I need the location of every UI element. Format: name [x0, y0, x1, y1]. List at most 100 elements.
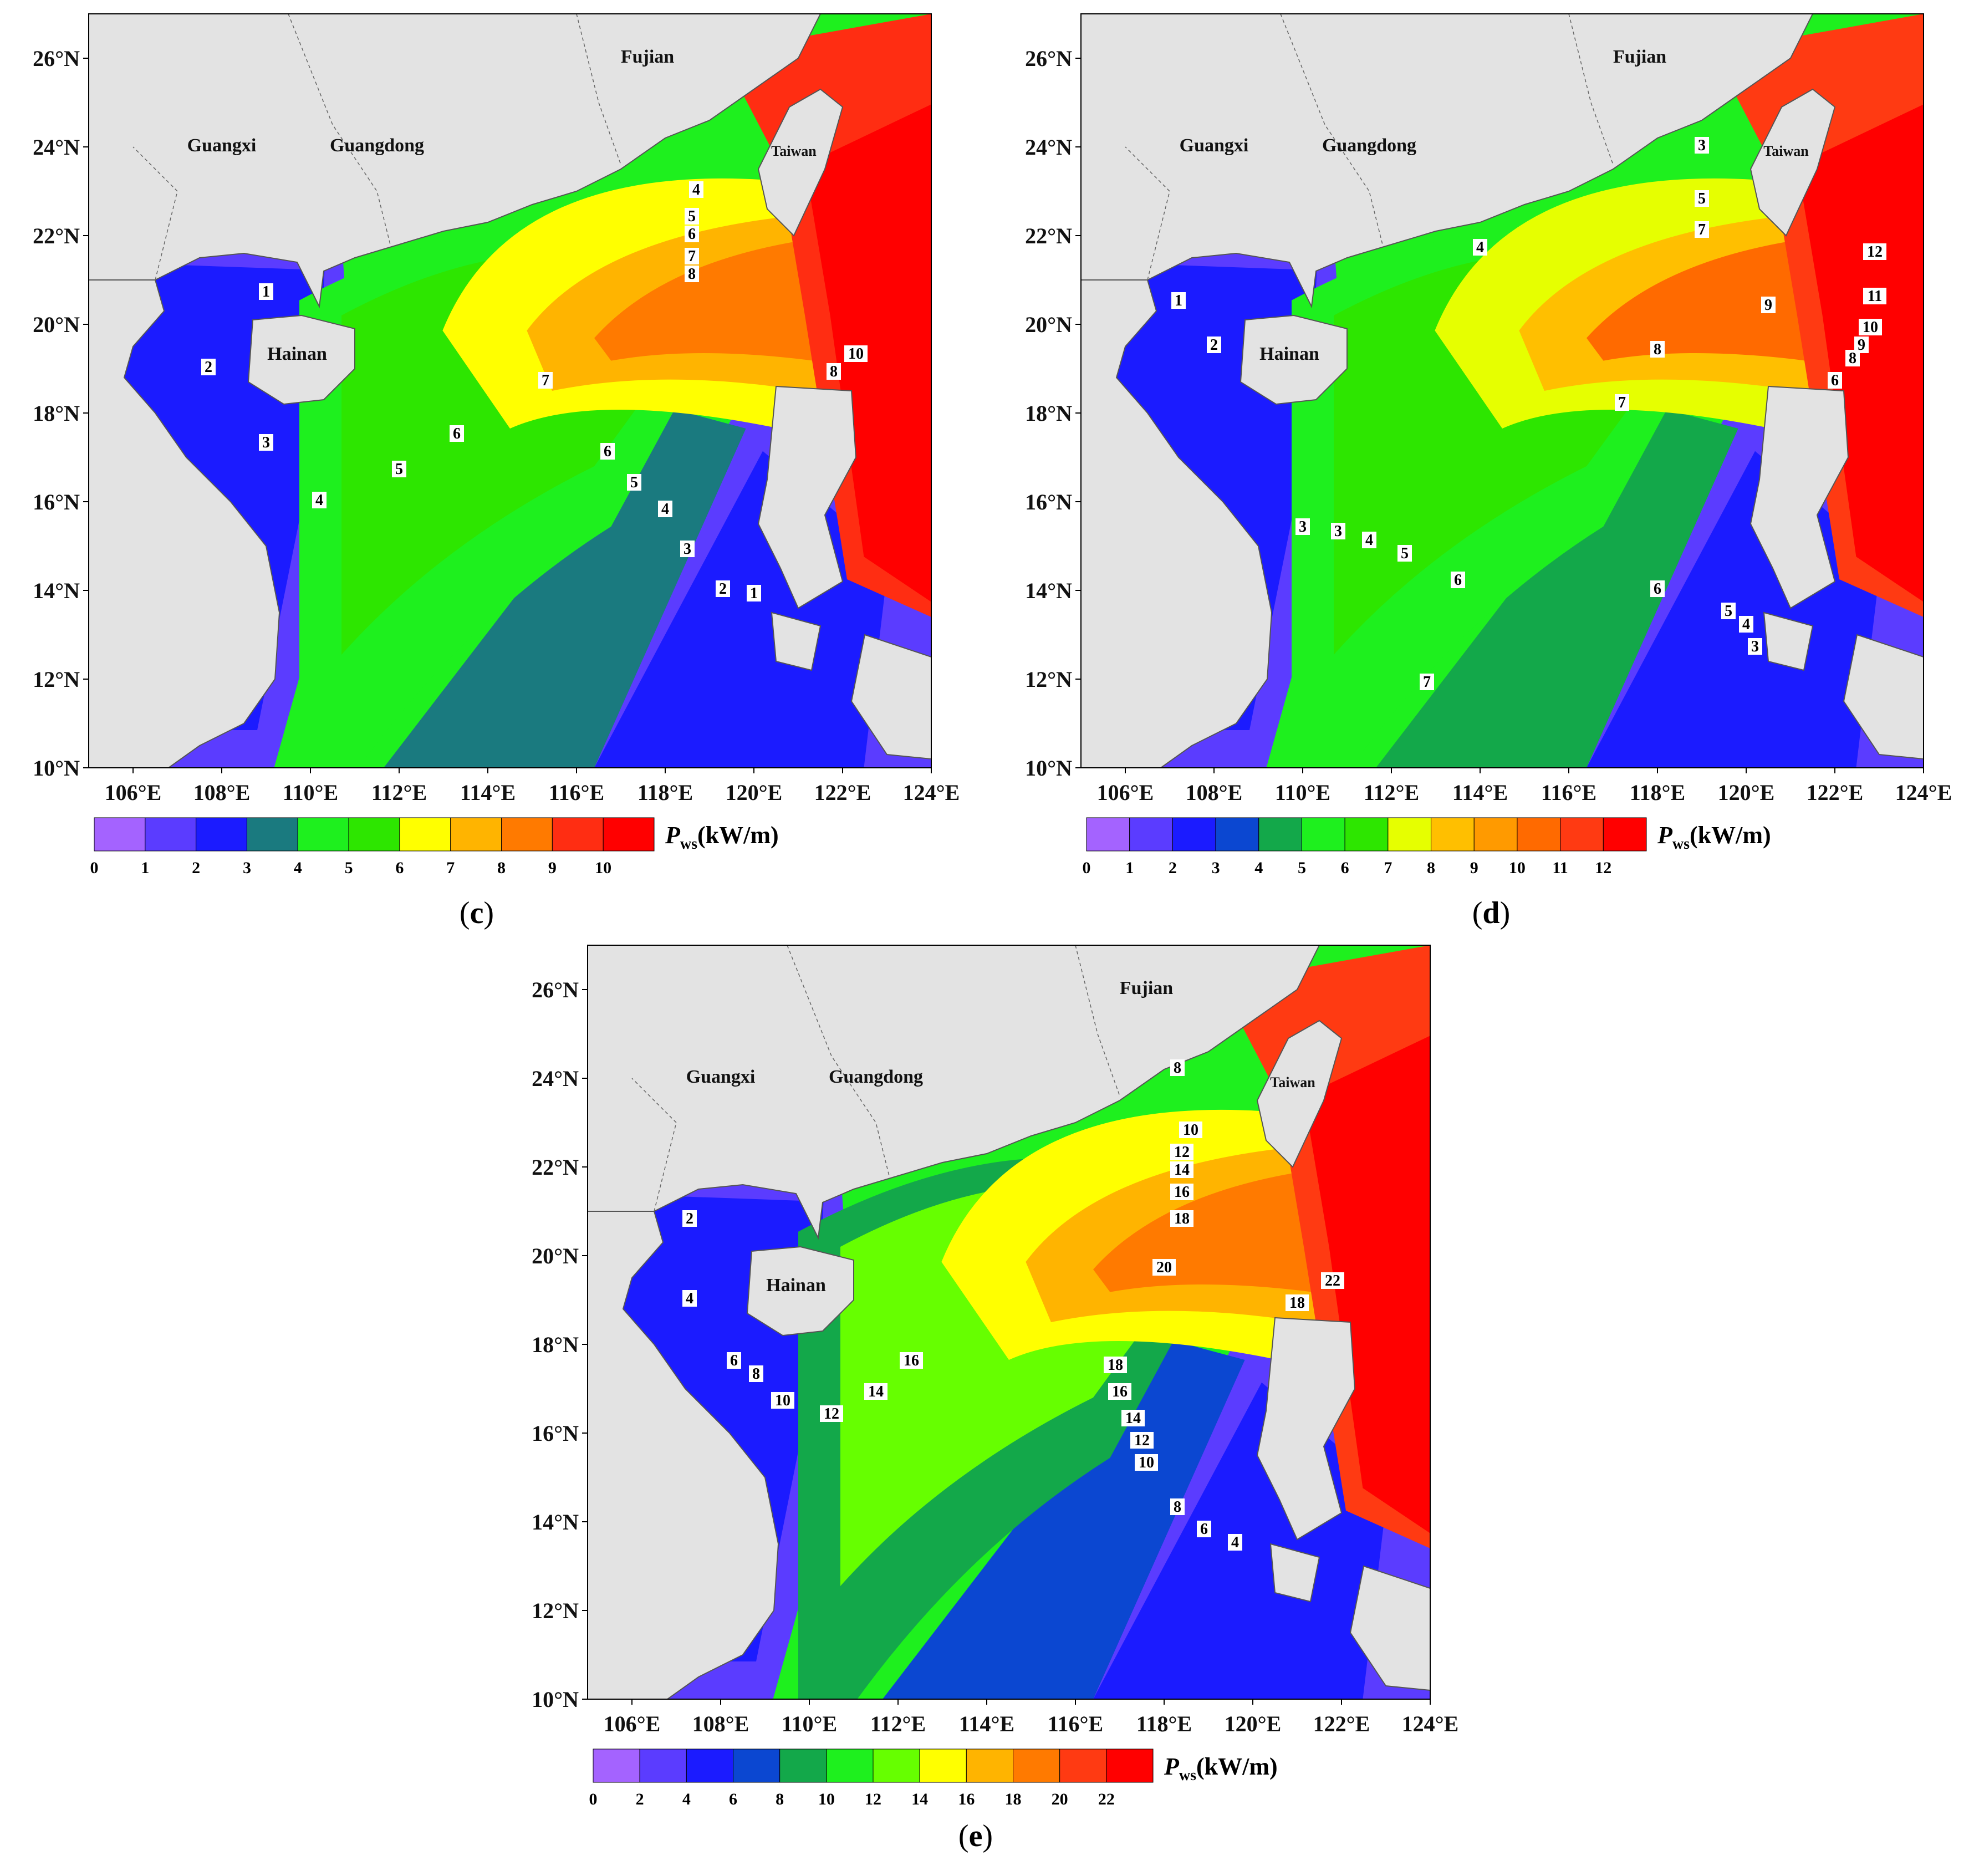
contour-label-box — [1295, 518, 1310, 535]
contour-label-box — [1321, 1272, 1344, 1289]
contour-label-box — [844, 345, 868, 362]
taiwan-island — [1749, 88, 1836, 237]
contour-label: 8 — [688, 266, 696, 283]
y-tick-label: 20°N — [532, 1243, 579, 1268]
contour-label: 2 — [719, 580, 727, 598]
contour-label-box — [1695, 221, 1709, 238]
legend-swatch — [399, 817, 451, 852]
x-tick-label: 108°E — [692, 1711, 749, 1736]
x-tick-label: 122°E — [1313, 1711, 1370, 1736]
hainan-island — [247, 314, 355, 405]
contour-label-box — [727, 1352, 741, 1369]
legend-swatch — [1388, 817, 1432, 852]
contour-label: 10 — [1863, 319, 1878, 336]
contour-label: 4 — [315, 492, 323, 509]
map-e: Guangxi GuangdongFujianTaiwanHainan246810… — [532, 945, 1459, 1808]
wave-power-band — [883, 1337, 1245, 1699]
legend-tick-label: 6 — [1341, 859, 1349, 877]
x-tick-label: 124°E — [1402, 1711, 1459, 1736]
contour-label: 18 — [1289, 1294, 1305, 1312]
y-tick-label: 16°N — [1025, 490, 1072, 514]
contour-label: 6 — [453, 425, 461, 442]
legend-swatch — [1086, 817, 1130, 852]
legend-swatch — [1013, 1748, 1060, 1783]
legend-tick-label: 7 — [446, 859, 455, 877]
contour-label: 3 — [683, 541, 691, 558]
panel-caption-d: (d) — [1472, 896, 1511, 930]
region-label-taiwan: Taiwan — [1270, 1074, 1315, 1090]
contour-label-box — [1171, 292, 1186, 309]
contour-label-box — [1828, 372, 1842, 389]
contour-label: 5 — [395, 461, 403, 478]
contour-label: 3 — [1698, 137, 1706, 154]
contour-label-box — [716, 580, 730, 597]
contour-label: 18 — [1174, 1210, 1190, 1227]
mindoro-island — [1763, 611, 1814, 671]
wave-power-band — [384, 406, 746, 768]
x-tick-label: 116°E — [1048, 1711, 1103, 1736]
x-tick-label: 118°E — [1136, 1711, 1192, 1736]
x-tick-label: 108°E — [1186, 780, 1243, 805]
y-tick-label: 26°N — [1025, 46, 1072, 71]
legend-tick-label: 18 — [1005, 1790, 1022, 1808]
contour-label-box — [1615, 394, 1629, 411]
region-label-guangxi: Guangxi — [1180, 135, 1249, 156]
legend-swatch — [873, 1748, 920, 1783]
legend-swatch — [1603, 817, 1647, 852]
legend-swatch — [826, 1748, 874, 1783]
region-label-guangdong: Guangdong — [1322, 135, 1416, 156]
contour-label-box — [600, 443, 615, 460]
contour-label-box — [1721, 603, 1736, 619]
indochina — [588, 1211, 779, 1699]
legend-swatch — [1215, 817, 1259, 852]
contour-label: 6 — [1654, 580, 1661, 598]
legend-tick-label: 7 — [1384, 859, 1392, 877]
legend-tick-label: 11 — [1552, 859, 1568, 877]
y-tick-label: 14°N — [33, 578, 80, 603]
legend-swatch — [1258, 817, 1302, 852]
china-mainland — [1081, 14, 1814, 309]
legend-tick-label: 0 — [589, 1790, 598, 1808]
contour-label-box — [1451, 572, 1465, 588]
legend-swatch — [966, 1748, 1013, 1783]
contour-label-box — [1170, 1144, 1193, 1160]
legend-tick-label: 4 — [682, 1790, 691, 1808]
legend-swatch — [919, 1748, 967, 1783]
panel-d: Guangxi Guangdong Fujian Taiwan Hainan 1 2 3 3 4 5… — [992, 0, 1974, 942]
contour-label: 5 — [630, 474, 638, 491]
x-tick-label: 122°E — [814, 780, 871, 805]
legend-tick-label: 1 — [1125, 859, 1134, 877]
contour-label: 8 — [752, 1365, 760, 1383]
y-tick-label: 12°N — [33, 667, 80, 692]
contour-label: 5 — [1401, 545, 1409, 562]
y-tick-label: 14°N — [1025, 578, 1072, 603]
legend-tick-label: 10 — [595, 859, 611, 877]
contour-label: 14 — [1125, 1410, 1141, 1427]
contour-label: 1 — [750, 585, 758, 602]
panel-c: Guangxi Guangdong Fujian Taiwan Hainan 1 2 3 4 5 6… — [0, 0, 987, 942]
x-tick-label: 112°E — [371, 780, 427, 805]
legend-tick-label: 20 — [1052, 1790, 1068, 1808]
map-area — [1081, 14, 1924, 768]
legend-swatch — [246, 817, 298, 852]
region-label-guangdong: Guangdong — [829, 1067, 923, 1087]
contour-label-box — [1695, 190, 1709, 207]
contour-label-box — [685, 226, 699, 242]
legend-swatch — [196, 817, 247, 852]
y-tick-label: 22°N — [1025, 223, 1072, 248]
contour-label-box — [1854, 337, 1869, 353]
legend-tick-label: 9 — [1470, 859, 1478, 877]
contour-label: 6 — [1454, 572, 1462, 589]
contour-label: 4 — [692, 181, 700, 198]
contour-label: 18 — [1108, 1357, 1123, 1374]
contour-label-box — [685, 266, 699, 282]
y-tick-label: 18°N — [532, 1332, 579, 1357]
y-tick-label: 10°N — [532, 1687, 579, 1712]
contour-label: 4 — [1231, 1534, 1239, 1551]
legend-swatch — [686, 1748, 734, 1783]
contour-label: 12 — [1134, 1432, 1150, 1449]
legend-tick-label: 10 — [1509, 859, 1526, 877]
legend-swatch — [639, 1748, 687, 1783]
taiwan-island — [757, 88, 844, 237]
luzon-island — [1749, 385, 1849, 609]
